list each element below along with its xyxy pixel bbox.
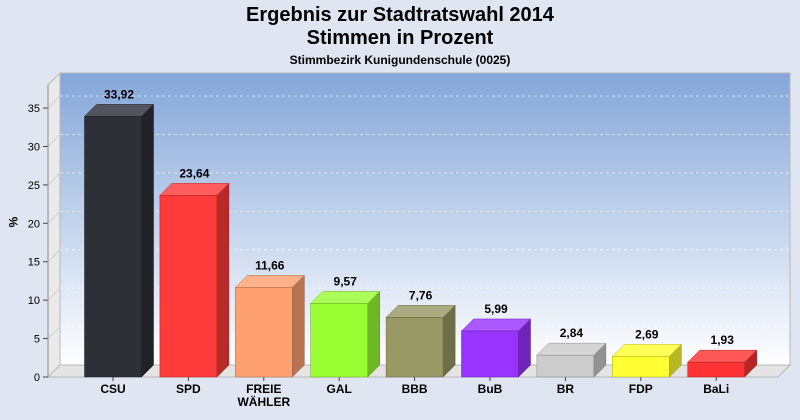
bar-fdp: [611, 343, 682, 378]
bar-front: [687, 361, 745, 378]
category-label-4: BBB: [402, 382, 428, 396]
gridline-wall: [47, 287, 61, 301]
bar-front: [461, 330, 519, 378]
bar-side: [367, 290, 380, 378]
chart-title-line-2: Stimmen in Prozent: [306, 27, 494, 49]
value-label-3: 9,57: [334, 274, 358, 288]
bar-top: [159, 183, 230, 196]
bar-csu: [83, 103, 155, 378]
category-label-0: CSU: [100, 382, 125, 396]
category-label-2: WÄHLER: [237, 394, 290, 409]
bar-top: [460, 318, 532, 332]
value-label-2: 11,66: [255, 258, 285, 272]
value-label-7: 2,69: [635, 327, 659, 341]
bar-front: [536, 354, 595, 378]
gridline-wall: [47, 172, 61, 186]
gridline-wall: [47, 134, 61, 147]
y-tick-label-6: 30: [28, 141, 40, 153]
y-tick-label-5: 25: [28, 180, 40, 192]
y-tick-label-1: 5: [34, 334, 40, 346]
category-label-8: BaLi: [703, 382, 729, 396]
bar-side: [442, 304, 456, 378]
value-label-1: 23,64: [179, 166, 209, 180]
bar-front: [159, 195, 218, 378]
chart-title-line-1: Ergebnis zur Stadtratswahl 2014: [246, 4, 554, 26]
category-label-1: SPD: [176, 382, 201, 396]
bar-top: [234, 275, 305, 288]
bar-spd: [159, 182, 230, 378]
bar-gal: [310, 290, 381, 378]
bar-bbb: [385, 304, 456, 378]
bar-top: [385, 305, 456, 318]
value-label-6: 2,84: [560, 326, 584, 340]
chart-subtitle: Stimmbezirk Kunigundenschule (0025): [289, 53, 511, 67]
bar-front: [612, 356, 670, 378]
bar-side: [216, 182, 230, 378]
gridline-wall: [47, 249, 61, 263]
bar-side: [292, 274, 305, 378]
value-label-8: 1,93: [711, 333, 735, 347]
category-label-5: BuB: [478, 382, 503, 396]
y-tick-label-7: 35: [28, 103, 40, 115]
bar-br: [536, 342, 607, 378]
y-tick-label-4: 20: [28, 218, 40, 230]
bar-top: [83, 104, 155, 117]
value-label-0: 33,92: [104, 87, 134, 101]
bar-front: [310, 303, 368, 378]
category-label-6: BR: [557, 382, 575, 396]
bar-top: [611, 344, 682, 357]
bar-bali: [687, 349, 758, 378]
y-tick-label-3: 15: [28, 257, 40, 269]
bar-bub: [460, 318, 532, 378]
bar-front: [385, 317, 444, 378]
bar-top: [310, 291, 381, 304]
chart-left-wall: [47, 71, 61, 379]
gridline-wall: [47, 95, 61, 109]
bar-top: [536, 342, 607, 356]
bar-freie-wähler: [234, 274, 305, 378]
y-tick-label-2: 10: [28, 295, 40, 307]
chart-titles: Ergebnis zur Stadtratswahl 2014 Stimmen …: [0, 4, 800, 67]
gridline-wall: [47, 326, 61, 339]
bar-front: [84, 116, 142, 378]
value-label-5: 5,99: [484, 302, 508, 316]
bar-side: [141, 103, 154, 378]
bar-front: [235, 287, 293, 378]
y-tick-label-0: 0: [34, 372, 40, 384]
gridline-wall: [47, 210, 61, 224]
category-label-7: FDP: [629, 382, 653, 396]
bar-top: [687, 349, 758, 363]
category-label-2: FREIE: [246, 382, 281, 396]
value-label-4: 7,76: [409, 288, 433, 302]
category-label-3: GAL: [327, 382, 352, 396]
